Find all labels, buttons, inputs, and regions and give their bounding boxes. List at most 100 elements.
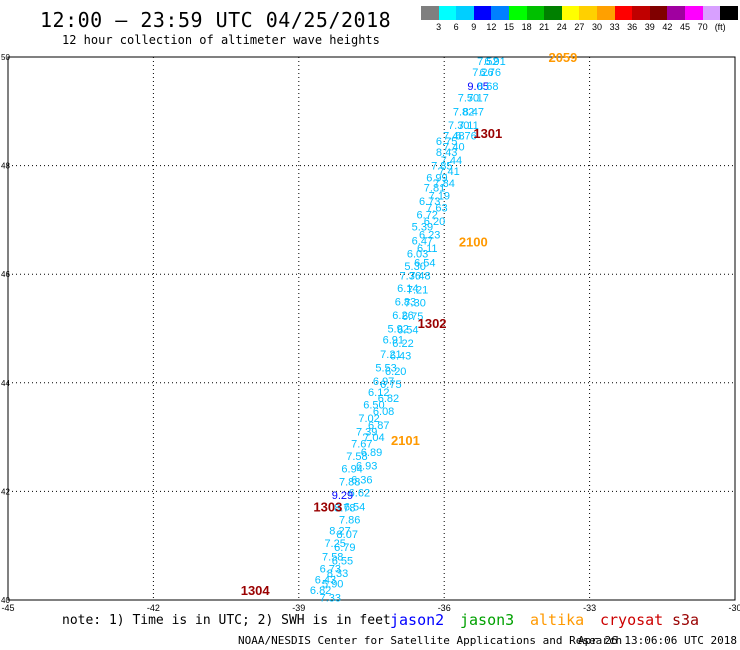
track-time-label: 2059 <box>548 50 577 65</box>
color-swatch-7 <box>544 6 562 20</box>
wave-height-point: 6.23 <box>419 230 440 242</box>
color-scale-label: 9 <box>471 22 477 32</box>
color-scale-label: 39 <box>644 22 655 32</box>
wave-height-point: 6.83 <box>395 296 416 308</box>
wave-height-point: 6.91 <box>383 334 404 346</box>
wave-height-point: 6.82 <box>378 393 399 405</box>
wave-height-point: 6.11 <box>417 243 438 255</box>
wave-height-point: 6.76 <box>480 67 501 79</box>
wave-height-point: 7.58 <box>322 552 343 564</box>
color-scale-label: 3 <box>436 22 442 32</box>
wave-height-point: 7.33 <box>320 592 341 604</box>
y-tick-label: 40 <box>1 596 10 605</box>
wave-height-point: 6.26 <box>392 310 413 322</box>
wave-height-point: 6.50 <box>363 400 384 412</box>
color-swatch-6 <box>526 6 545 20</box>
wave-height-point: 5.92 <box>387 324 408 336</box>
wave-height-point: 6.76 <box>455 131 476 143</box>
wave-height-point: 5.53 <box>375 363 396 375</box>
wave-height-point: 7.50 <box>458 93 479 105</box>
color-swatch-0 <box>421 6 439 20</box>
y-tick-label: 42 <box>1 487 10 496</box>
track-time-label: 1302 <box>418 316 447 331</box>
x-tick-label: -42 <box>147 603 160 613</box>
footnote: note: 1) Time is in UTC; 2) SWH is in fe… <box>62 613 391 628</box>
wave-height-point: 6.72 <box>417 209 438 221</box>
color-swatch-3 <box>473 6 492 20</box>
generation-timestamp: Apr 26 13:06:06 UTC 2018 <box>578 634 737 647</box>
wave-height-point: 7.48 <box>443 131 464 143</box>
wave-height-point: 6.43 <box>390 351 411 363</box>
y-tick-label: 46 <box>1 270 10 279</box>
plot-frame <box>7 56 736 601</box>
wave-height-point: 8.07 <box>337 529 358 541</box>
wave-height-point: 7.52 <box>477 56 498 68</box>
wave-height-point: 7.82 <box>453 106 474 118</box>
wave-height-point: 9.29 <box>332 490 353 502</box>
wave-height-point: 7.58 <box>346 451 367 463</box>
wave-height-point: 7.21 <box>380 349 401 361</box>
wave-height-point: 6.73 <box>320 564 341 576</box>
wave-height-point: 7.04 <box>363 432 384 444</box>
wave-height-point: 6.08 <box>373 406 394 418</box>
wave-height-point: 6.03 <box>407 249 428 261</box>
wave-height-point: 6.73 <box>419 196 440 208</box>
wave-height-point: 6.43 <box>315 574 336 586</box>
wave-height-point: 7.88 <box>339 477 360 489</box>
color-swatch-9 <box>579 6 597 20</box>
wave-height-point: 7.63 <box>426 202 447 214</box>
color-scale-label: 12 <box>486 22 497 32</box>
y-tick-label: 48 <box>1 162 10 171</box>
wave-height-point: 5.30 <box>404 261 425 273</box>
wave-height-point: 6.79 <box>334 542 355 554</box>
color-swatch-14 <box>667 6 685 20</box>
color-scale-bar <box>421 6 738 20</box>
color-scale-label: 18 <box>521 22 532 32</box>
wave-height-point: 5.90 <box>322 579 343 591</box>
wave-height-point: 7.21 <box>407 284 428 296</box>
wave-height-point: 9.05 <box>467 81 488 93</box>
color-swatch-15 <box>684 6 703 20</box>
color-scale-label: 15 <box>503 22 515 32</box>
wave-height-point: 7.86 <box>339 515 360 527</box>
wave-height-point: 8.33 <box>327 568 348 580</box>
wave-height-point: 7.41 <box>438 166 459 178</box>
wave-height-point: 6.97 <box>373 376 394 388</box>
wave-height-point: 7.17 <box>467 93 488 105</box>
track-time-label: 1301 <box>473 126 502 141</box>
color-scale-label: 24 <box>556 22 567 32</box>
x-tick-label: -45 <box>1 603 14 613</box>
wave-height-point: 6.91 <box>484 56 505 68</box>
color-scale-label: 21 <box>539 22 550 32</box>
wave-height-point: 7.40 <box>443 142 464 154</box>
color-scale-label: 42 <box>662 22 673 32</box>
wave-height-point: 6.22 <box>392 338 413 350</box>
track-time-label: 2100 <box>459 235 488 250</box>
wave-height-point: 7.30 <box>448 120 469 132</box>
track-time-label: 1304 <box>241 583 271 598</box>
wave-height-point: 7.84 <box>433 178 454 190</box>
wave-height-point: 7.85 <box>431 161 452 173</box>
wave-height-point: 6.75 <box>436 136 457 148</box>
color-swatch-17 <box>720 6 738 20</box>
wave-height-point: 8.68 <box>477 81 498 93</box>
color-scale-label: (ft) <box>714 22 726 32</box>
legend-s3a: s3a <box>672 611 700 629</box>
color-swatch-5 <box>508 6 527 20</box>
y-tick-label: 50 <box>1 53 10 62</box>
wave-height-point: 6.14 <box>397 283 418 295</box>
color-scale-label: 6 <box>453 22 459 32</box>
wave-height-point: 6.20 <box>424 216 445 228</box>
legend-cryosat: cryosat <box>600 611 664 629</box>
color-swatch-1 <box>438 6 457 20</box>
credit-line: NOAA/NESDIS Center for Satellite Applica… <box>238 634 623 647</box>
legend-jason2: jason2 <box>390 611 445 629</box>
track-time-label: 2101 <box>391 433 420 448</box>
color-scale-label: 70 <box>697 22 708 32</box>
color-swatch-11 <box>614 6 633 20</box>
wave-height-point: 6.36 <box>351 474 372 486</box>
wave-height-point: 7.11 <box>458 120 479 132</box>
wave-height-point: 6.75 <box>402 311 423 323</box>
wave-height-point: 6.99 <box>426 173 447 185</box>
